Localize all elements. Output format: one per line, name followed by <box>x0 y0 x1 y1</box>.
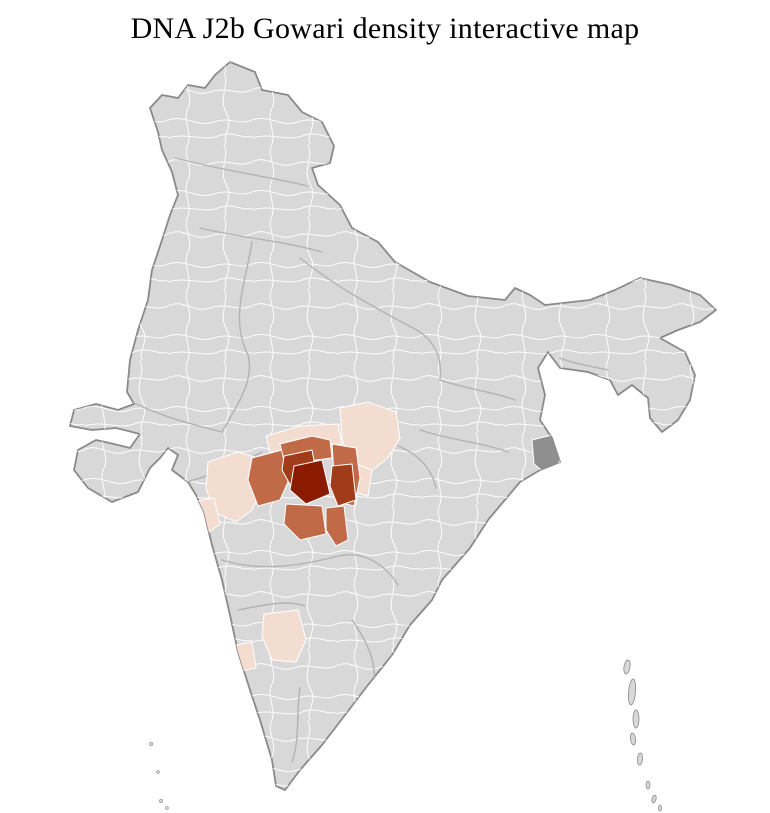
state-border-line <box>439 379 516 401</box>
district-low[interactable] <box>261 609 307 663</box>
island[interactable] <box>156 770 160 774</box>
district-highest[interactable] <box>289 459 331 505</box>
district-low[interactable] <box>229 641 257 673</box>
district-medium[interactable] <box>325 505 349 547</box>
state-borders <box>131 157 609 763</box>
district-low[interactable] <box>205 451 263 523</box>
island[interactable] <box>627 678 637 706</box>
state-border-line <box>397 445 437 489</box>
state-border-line <box>299 257 442 381</box>
districts-low-density <box>189 401 401 673</box>
island[interactable] <box>637 752 643 766</box>
state-border-line <box>131 401 223 433</box>
state-border-line <box>174 157 309 187</box>
district-high[interactable] <box>329 463 357 507</box>
state-border-line <box>291 687 301 763</box>
island[interactable] <box>658 804 662 812</box>
state-border-line <box>221 241 253 433</box>
island[interactable] <box>651 794 657 804</box>
island[interactable] <box>645 780 651 790</box>
island[interactable] <box>623 659 631 675</box>
state-border-line <box>199 227 323 253</box>
state-border-line <box>221 554 399 586</box>
andaman-nicobar-islands <box>623 659 662 812</box>
island[interactable] <box>158 798 164 804</box>
state-border-line <box>419 429 509 453</box>
island[interactable] <box>632 709 640 729</box>
island[interactable] <box>629 732 637 746</box>
district-medium[interactable] <box>283 503 327 541</box>
lakshadweep-islands <box>148 741 169 810</box>
island[interactable] <box>165 806 169 810</box>
state-border-line <box>237 602 306 611</box>
districts-highest-density <box>289 459 331 505</box>
island[interactable] <box>148 741 154 747</box>
state-border-line <box>559 357 609 371</box>
